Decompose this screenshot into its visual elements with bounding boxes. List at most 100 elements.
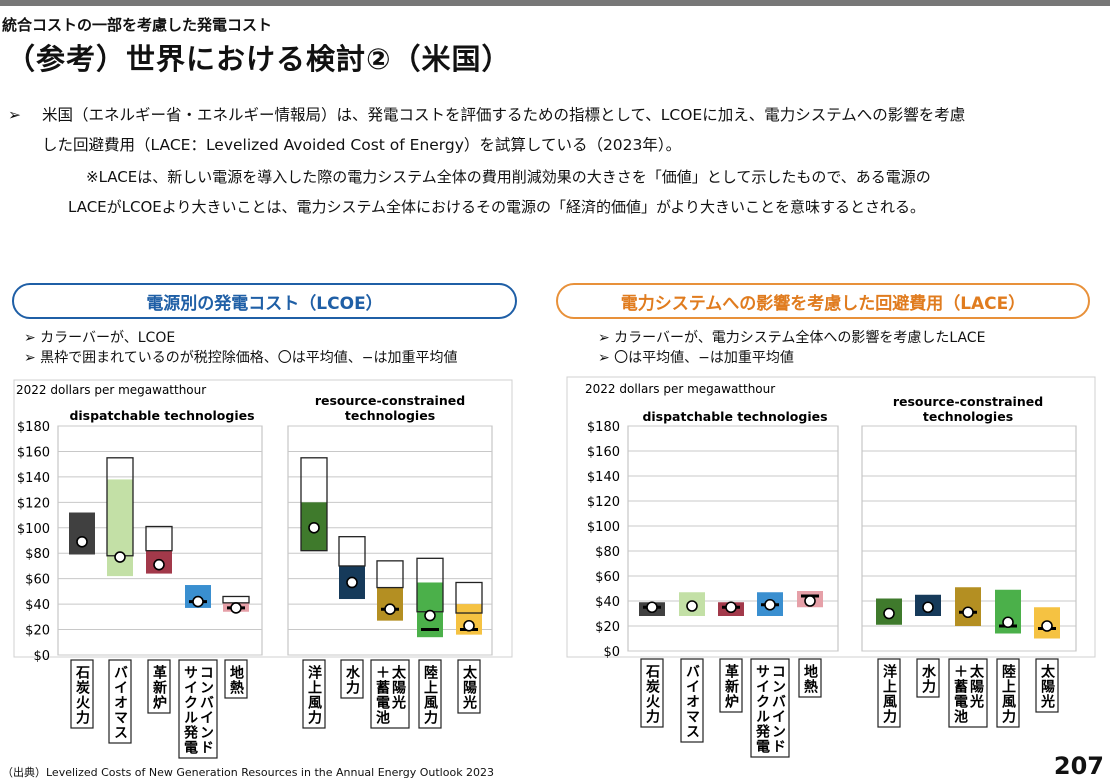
lace-category-label-gas: サイクル発電 <box>754 664 771 754</box>
lcoe-average-marker-onshore_wind <box>424 609 436 622</box>
lcoe-y-tick-label: $20 <box>25 624 50 639</box>
lace-y-tick-label: $140 <box>587 470 620 485</box>
lace-average-marker-onshore_wind <box>1002 616 1014 629</box>
lcoe-y-tick-label: $60 <box>25 573 50 588</box>
lcoe-average-marker-offshore_wind <box>308 521 320 534</box>
source-citation: （出典）Levelized Costs of New Generation Re… <box>2 766 495 779</box>
lcoe-category-box-biomass <box>108 659 132 744</box>
lcoe-group-label-resource-line1: resource-constrained <box>315 393 465 408</box>
lace-group-label-dispatchable: dispatchable technologies <box>642 409 827 424</box>
lace-average-marker-gas <box>764 598 776 611</box>
lcoe-average-marker-gas <box>192 595 204 608</box>
lace-category-box-hydro <box>916 658 940 698</box>
lcoe-category-box-coal <box>70 659 94 729</box>
lace-y-tick-label: $100 <box>587 520 620 535</box>
lcoe-category-label-gas: サイクル発電 <box>182 665 199 755</box>
lace-y-tick-label: $40 <box>595 595 620 610</box>
lcoe-category-box-solar_battery <box>370 659 410 729</box>
lcoe-tax-credit-box-solar_battery <box>376 560 404 589</box>
lace-y-tick-label: $80 <box>595 545 620 560</box>
lace-average-marker-hydro <box>922 601 934 614</box>
lcoe-category-label-nuclear: 革新炉 <box>151 664 167 710</box>
lcoe-note-1: ➢ カラーバーが、LCOE <box>24 330 176 346</box>
lcoe-category-box-onshore_wind <box>418 659 442 729</box>
lcoe-category-label-coal: 石炭火力 <box>74 665 91 725</box>
lace-heading: 電力システムへの影響を考慮した回避費用（LACE） <box>556 283 1090 319</box>
lace-y-tick-label: $0 <box>603 645 620 660</box>
lace-average-marker-geothermal <box>804 595 816 607</box>
lcoe-category-label-geothermal: 地熱 <box>228 664 244 695</box>
lcoe-category-label-solar_battery: 太陽光 <box>390 664 407 710</box>
lcoe-category-label-offshore_wind: 洋上風力 <box>306 664 322 725</box>
lcoe-tax-credit-box-offshore_wind <box>300 457 328 552</box>
lcoe-average-marker-hydro <box>346 576 358 589</box>
lace-group-label-resource-line1: resource-constrained <box>893 394 1043 409</box>
lace-category-box-nuclear <box>719 658 743 713</box>
lace-group-label-resource-line2: technologies <box>923 409 1013 424</box>
lace-category-box-solar <box>1035 658 1059 713</box>
lace-average-marker-nuclear <box>725 601 737 614</box>
lace-category-label-solar: 太陽光 <box>1039 663 1056 709</box>
lcoe-unit-label: 2022 dollars per megawatthour <box>16 383 206 397</box>
lcoe-y-tick-label: $0 <box>33 649 50 664</box>
lace-average-marker-offshore_wind <box>883 607 895 620</box>
lace-category-box-onshore_wind <box>996 658 1020 728</box>
lace-average-marker-coal <box>646 601 658 614</box>
lcoe-y-tick-label: $40 <box>25 598 50 613</box>
lace-category-box-geothermal <box>798 658 822 698</box>
lcoe-bar-coal <box>69 512 95 555</box>
page-number: 207 <box>1053 752 1104 780</box>
lace-category-box-gas <box>750 658 790 758</box>
lace-unit-label: 2022 dollars per megawatthour <box>585 382 775 396</box>
slide-subtitle: 統合コストの一部を考慮した発電コスト <box>2 16 273 34</box>
lcoe-category-label-solar_battery: ＋蓄電池 <box>374 665 390 725</box>
lcoe-average-marker-geothermal <box>230 602 242 614</box>
lcoe-category-label-hydro: 水力 <box>344 664 360 695</box>
lcoe-group-label-resource-line2: technologies <box>345 408 435 423</box>
lace-category-label-nuclear: 革新炉 <box>723 663 739 709</box>
lcoe-category-box-solar <box>457 659 481 714</box>
top-bar <box>0 0 1110 6</box>
lace-category-label-hydro: 水力 <box>920 663 936 694</box>
lcoe-y-tick-label: $180 <box>17 420 50 435</box>
lcoe-average-marker-biomass <box>114 551 126 563</box>
lcoe-group-label-dispatchable: dispatchable technologies <box>69 408 254 423</box>
lcoe-tax-credit-box-solar <box>455 581 483 614</box>
bullet-marker: ➢ <box>8 106 21 124</box>
lcoe-average-marker-solar_battery <box>384 603 396 616</box>
lace-average-marker-solar <box>1041 620 1053 632</box>
lace-note-2: ➢ 〇は平均値、−は加重平均値 <box>598 350 794 366</box>
lace-y-tick-label: $120 <box>587 495 620 510</box>
bullet-line-2: した回避費用（LACE：Levelized Avoided Cost of En… <box>42 136 682 154</box>
bullet-line-1: 米国（エネルギー省・エネルギー情報局）は、発電コストを評価するための指標として、… <box>42 106 966 124</box>
lcoe-category-box-hydro <box>340 659 364 699</box>
lace-category-label-solar_battery: 太陽光 <box>968 663 985 709</box>
lcoe-average-marker-nuclear <box>153 558 165 571</box>
lace-y-tick-label: $160 <box>587 445 620 460</box>
lcoe-category-label-biomass: バイオマス <box>112 665 128 740</box>
lcoe-category-label-gas: コンバインド <box>198 665 214 755</box>
lace-category-box-solar_battery <box>948 658 988 728</box>
lace-note-1: ➢ カラーバーが、電力システム全体への影響を考慮したLACE <box>598 330 986 346</box>
lace-category-label-geothermal: 地熱 <box>802 663 818 694</box>
lace-average-marker-solar_battery <box>962 606 974 619</box>
lcoe-y-tick-label: $160 <box>17 445 50 460</box>
lcoe-category-label-solar: 太陽光 <box>461 664 478 710</box>
lace-y-tick-label: $180 <box>587 420 620 435</box>
lcoe-tax-credit-box-nuclear <box>145 525 173 552</box>
lace-average-marker-biomass <box>686 600 698 612</box>
lace-note-line-2: LACEがLCOEより大きいことは、電力システム全体におけるその電源の「経済的価… <box>68 198 925 216</box>
lcoe-y-tick-label: $80 <box>25 547 50 562</box>
lcoe-average-marker-coal <box>76 535 88 548</box>
lace-category-label-solar_battery: ＋蓄電池 <box>952 664 968 724</box>
lcoe-note-2: ➢ 黒枠で囲まれているのが税控除価格、〇は平均値、−は加重平均値 <box>24 350 458 366</box>
lcoe-heading: 電源別の発電コスト（LCOE） <box>12 283 517 319</box>
lace-note-line-1: ※LACEは、新しい電源を導入した際の電力システム全体の費用削減効果の大きさを「… <box>86 168 931 186</box>
lace-category-label-offshore_wind: 洋上風力 <box>881 663 897 724</box>
lace-y-tick-label: $20 <box>595 620 620 635</box>
lcoe-category-label-onshore_wind: 陸上風力 <box>422 664 438 725</box>
lace-category-label-coal: 石炭火力 <box>644 664 661 724</box>
lace-category-box-biomass <box>680 658 704 743</box>
lcoe-y-tick-label: $140 <box>17 471 50 486</box>
